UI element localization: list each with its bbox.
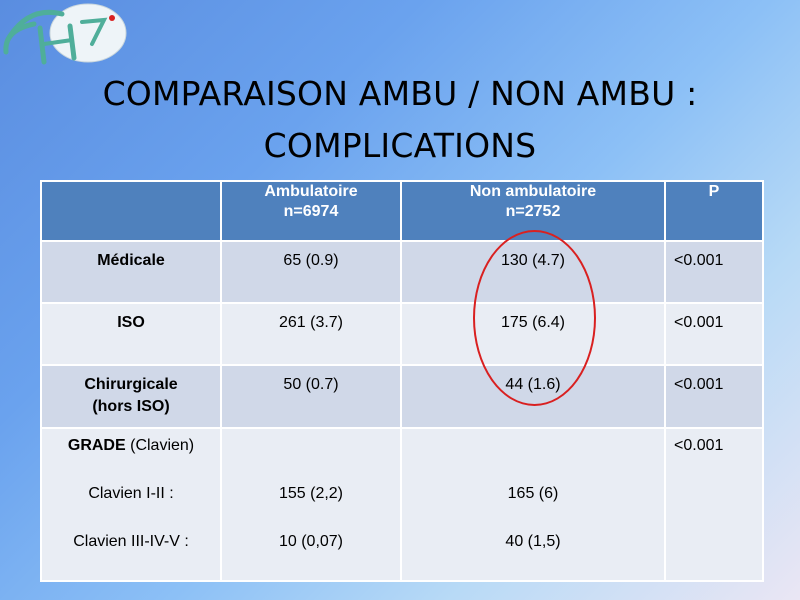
cell-ambu: 50 (0.7) <box>220 364 402 429</box>
grade-title-bold: GRADE <box>67 436 126 454</box>
cell-ambu: 261 (3.7) <box>220 302 402 367</box>
clavien-1-2-label: Clavien I-II : <box>88 484 174 502</box>
row-label: Chirurgicale (hors ISO) <box>40 364 222 429</box>
header-ambulatoire-n: n=6974 <box>283 203 339 220</box>
grade-ambu: 155 (2,2) 10 (0,07) <box>220 426 402 583</box>
row-label: Médicale <box>40 239 222 305</box>
grade-title-normal: (Clavien) <box>130 436 195 454</box>
grade-p: <0.001 <box>664 426 764 583</box>
header-non-ambulatoire-n: n=2752 <box>505 203 561 220</box>
row-label-line-1: Chirurgicale <box>84 376 178 394</box>
cell-non-ambu: 130 (4.7) <box>400 239 666 305</box>
table-header-row: Ambulatoire n=6974 Non ambulatoire n=275… <box>40 180 764 242</box>
table-row-chirurgicale: Chirurgicale (hors ISO) 50 (0.7) 44 (1.6… <box>40 364 764 429</box>
clavien-3-4-5-non-ambu: 40 (1,5) <box>505 532 561 550</box>
table-row-medicale: Médicale 65 (0.9) 130 (4.7) <0.001 <box>40 239 764 305</box>
clavien-1-2-ambu: 155 (2,2) <box>278 484 344 502</box>
table-row-grade: GRADE (Clavien) Clavien I-II : Clavien I… <box>40 426 764 583</box>
title-line-1: COMPARAISON AMBU / NON AMBU : <box>102 74 698 113</box>
cell-p: <0.001 <box>664 364 764 429</box>
ch-logo-icon <box>3 3 127 65</box>
clavien-3-4-5-label: Clavien III-IV-V : <box>73 532 189 550</box>
cell-p: <0.001 <box>664 239 764 305</box>
header-p: P <box>664 180 764 242</box>
cell-non-ambu: 44 (1.6) <box>400 364 666 429</box>
row-label-line-2: (hors ISO) <box>92 398 170 416</box>
title-line-2: COMPLICATIONS <box>263 126 537 165</box>
header-non-ambulatoire: Non ambulatoire n=2752 <box>400 180 666 242</box>
grade-title: GRADE (Clavien) <box>42 435 220 457</box>
cell-ambu: 65 (0.9) <box>220 239 402 305</box>
complications-table: Ambulatoire n=6974 Non ambulatoire n=275… <box>40 180 764 583</box>
grade-labels: GRADE (Clavien) Clavien I-II : Clavien I… <box>40 426 222 583</box>
grade-non-ambu: 165 (6) 40 (1,5) <box>400 426 666 583</box>
cell-p: <0.001 <box>664 302 764 367</box>
page-title: COMPARAISON AMBU / NON AMBU : COMPLICATI… <box>0 68 800 172</box>
clavien-3-4-5-ambu: 10 (0,07) <box>278 532 344 550</box>
cell-non-ambu: 175 (6.4) <box>400 302 666 367</box>
table-row-iso: ISO 261 (3.7) 175 (6.4) <0.001 <box>40 302 764 367</box>
header-empty <box>40 180 222 242</box>
header-ambulatoire: Ambulatoire n=6974 <box>220 180 402 242</box>
header-ambulatoire-label: Ambulatoire <box>264 183 358 200</box>
clavien-1-2-non-ambu: 165 (6) <box>507 484 559 502</box>
header-non-ambulatoire-label: Non ambulatoire <box>469 183 597 200</box>
row-label: ISO <box>40 302 222 367</box>
